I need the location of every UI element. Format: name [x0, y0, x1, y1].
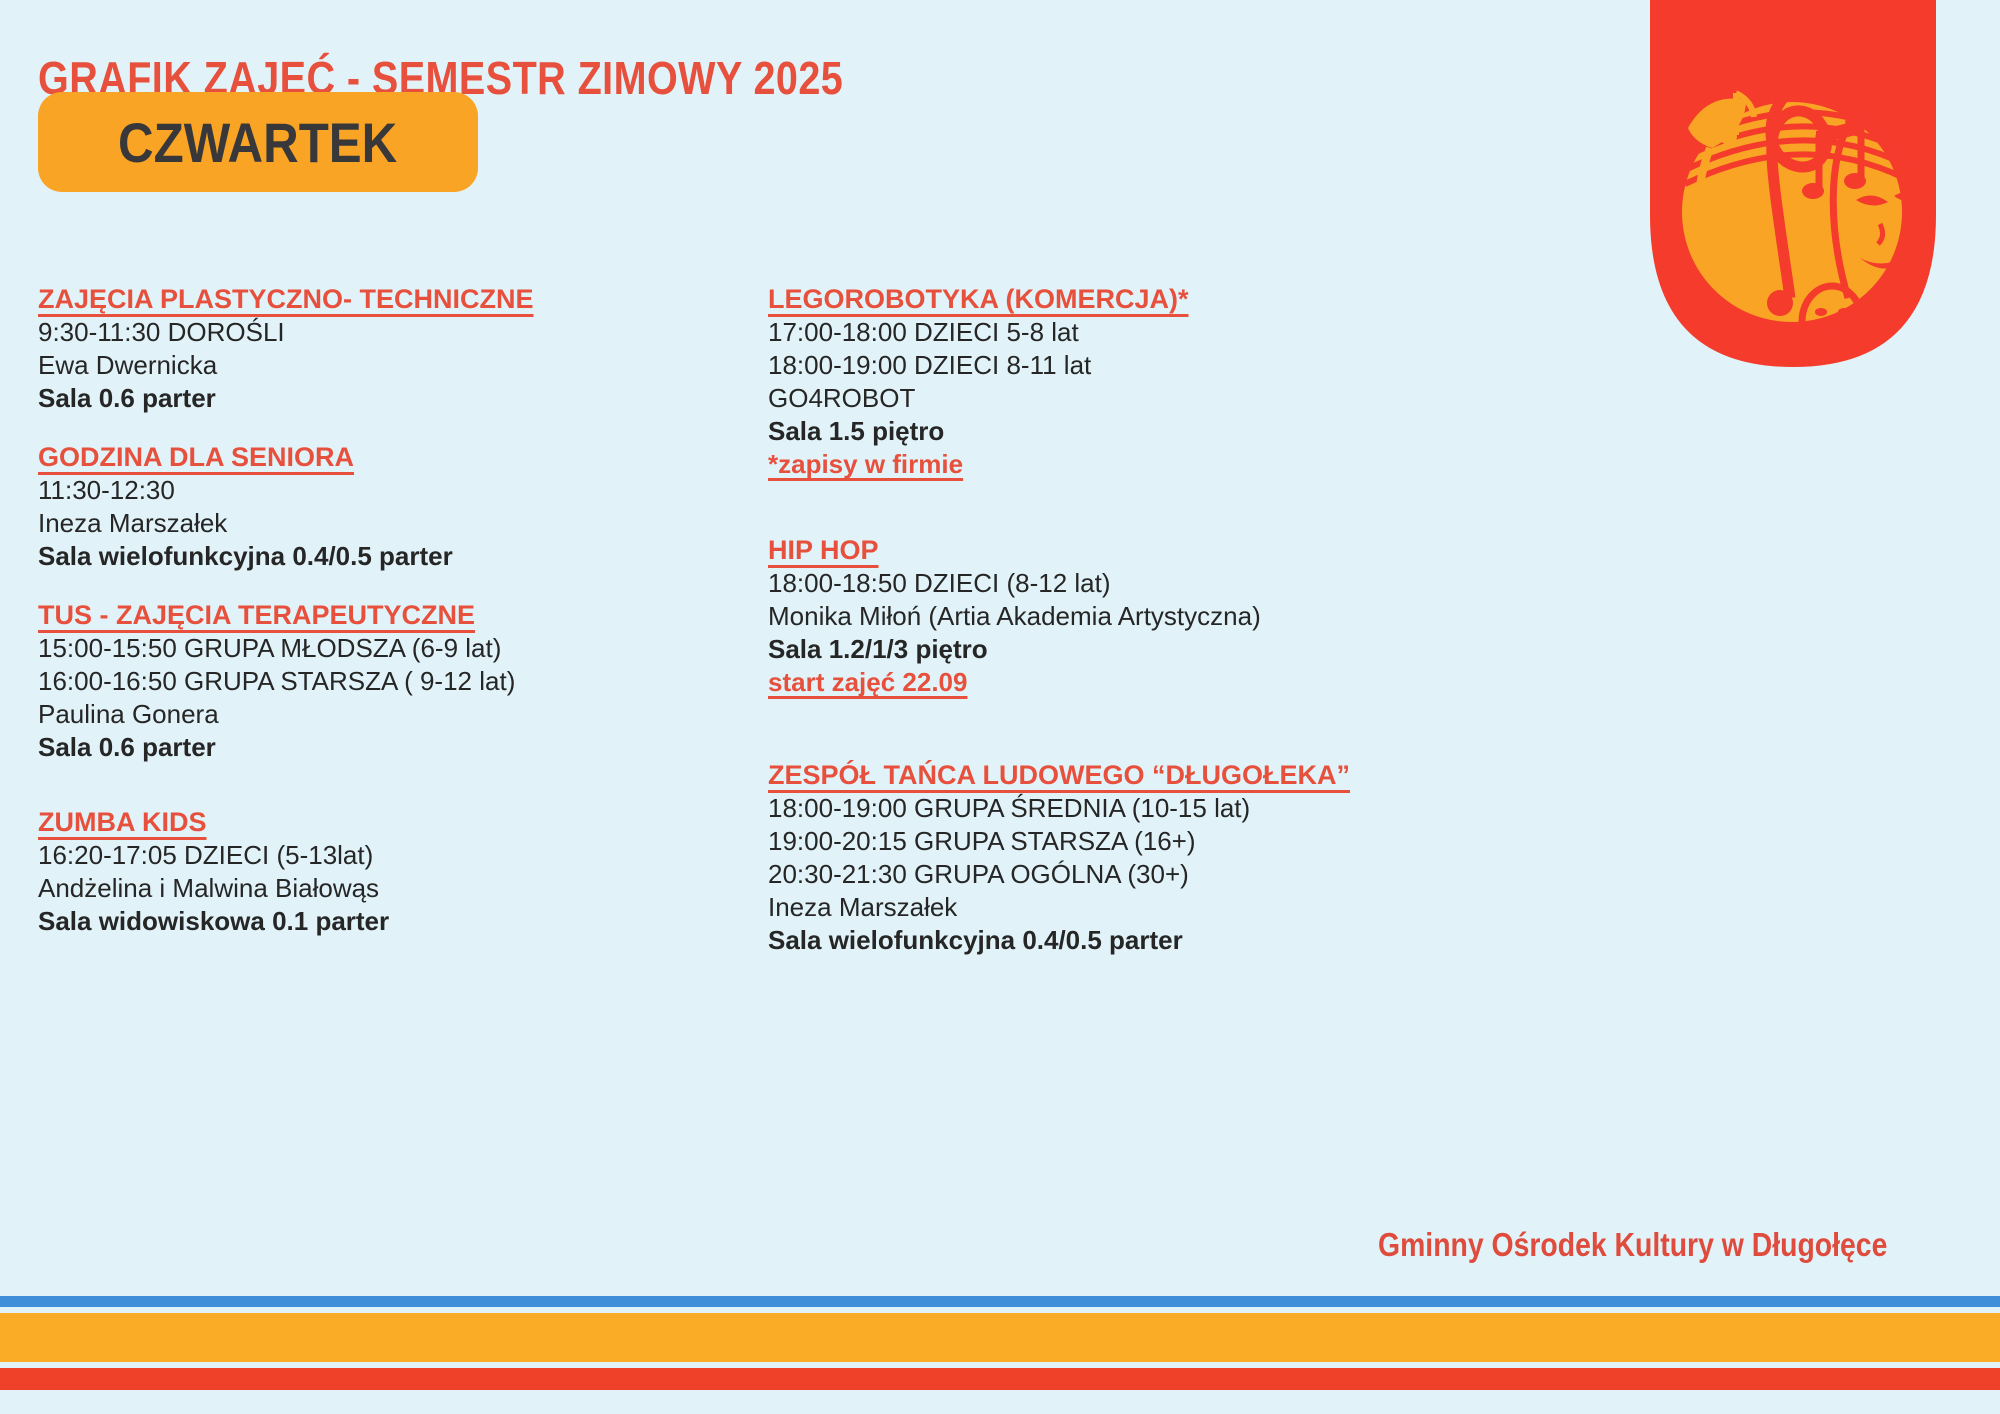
- section-zumba-kids: ZUMBA KIDS 16:20-17:05 DZIECI (5-13lat) …: [38, 806, 728, 938]
- section-heading: LEGOROBOTYKA (KOMERCJA)*: [768, 284, 1189, 314]
- schedule-line: Andżelina i Malwina Białowąs: [38, 873, 380, 903]
- schedule-line: Ineza Marszałek: [38, 508, 228, 538]
- theater-masks-icon: [1798, 117, 1922, 362]
- section-heading: TUS - ZAJĘCIA TERAPEUTYCZNE: [38, 600, 476, 630]
- gok-logo: [1650, 0, 1936, 367]
- schedule-line: Ewa Dwernicka: [38, 350, 218, 380]
- schedule-line: 18:00-18:50 DZIECI (8-12 lat): [768, 568, 1111, 598]
- section-heading: ZUMBA KIDS: [38, 807, 207, 837]
- paintbrush-icon: [1688, 98, 1746, 285]
- section-zespol-tanca-ludowego: ZESPÓŁ TAŃCA LUDOWEGO “DŁUGOŁEKA” 18:00-…: [768, 759, 1528, 957]
- decorative-stripe-red: [0, 1368, 2000, 1390]
- schedule-line: Sala wielofunkcyjna 0.4/0.5 parter: [768, 925, 1183, 955]
- schedule-column-right: LEGOROBOTYKA (KOMERCJA)* 17:00-18:00 DZI…: [768, 283, 1528, 957]
- section-heading: ZESPÓŁ TAŃCA LUDOWEGO “DŁUGOŁEKA”: [768, 760, 1350, 790]
- day-button-label: CZWARTEK: [118, 110, 398, 174]
- decorative-stripe-blue: [0, 1296, 2000, 1307]
- schedule-line: Sala 0.6 parter: [38, 383, 216, 413]
- section-hip-hop: HIP HOP 18:00-18:50 DZIECI (8-12 lat) Mo…: [768, 534, 1528, 699]
- decorative-stripe-orange: [0, 1313, 2000, 1362]
- day-button[interactable]: CZWARTEK: [38, 92, 478, 192]
- schedule-line: 17:00-18:00 DZIECI 5-8 lat: [768, 317, 1079, 347]
- schedule-line: Paulina Gonera: [38, 699, 219, 729]
- schedule-line: Ineza Marszałek: [768, 892, 958, 922]
- schedule-line: 16:00-16:50 GRUPA STARSZA ( 9-12 lat): [38, 666, 516, 696]
- schedule-line: Sala 0.6 parter: [38, 732, 216, 762]
- treble-clef-icon: [1765, 83, 1833, 316]
- section-heading: HIP HOP: [768, 535, 879, 565]
- schedule-line: Monika Miłoń (Artia Akademia Artystyczna…: [768, 601, 1261, 631]
- schedule-line: 11:30-12:30: [38, 475, 175, 505]
- schedule-line: 16:20-17:05 DZIECI (5-13lat): [38, 840, 374, 870]
- schedule-line: 18:00-19:00 GRUPA ŚREDNIA (10-15 lat): [768, 793, 1251, 823]
- schedule-line: Sala 1.5 piętro: [768, 416, 945, 446]
- schedule-line: GO4ROBOT: [768, 383, 916, 413]
- schedule-line: 9:30-11:30 DOROŚLI: [38, 317, 285, 347]
- schedule-line: Sala widowiskowa 0.1 parter: [38, 906, 390, 936]
- schedule-line: *zapisy w firmie: [768, 449, 964, 479]
- schedule-line: 15:00-15:50 GRUPA MŁODSZA (6-9 lat): [38, 633, 502, 663]
- footer-organization: Gminny Ośrodek Kultury w Długołęce: [1377, 1226, 1888, 1263]
- section-zajecia-plastyczno-techniczne: ZAJĘCIA PLASTYCZNO- TECHNICZNE 9:30-11:3…: [38, 283, 728, 415]
- schedule-line: Sala 1.2/1/3 piętro: [768, 634, 988, 664]
- section-heading: GODZINA DLA SENIORA: [38, 442, 354, 472]
- section-heading: ZAJĘCIA PLASTYCZNO- TECHNICZNE: [38, 284, 534, 314]
- schedule-column-left: ZAJĘCIA PLASTYCZNO- TECHNICZNE 9:30-11:3…: [38, 283, 728, 938]
- schedule-line: Sala wielofunkcyjna 0.4/0.5 parter: [38, 541, 453, 571]
- schedule-line: 20:30-21:30 GRUPA OGÓLNA (30+): [768, 859, 1189, 889]
- schedule-line: 19:00-20:15 GRUPA STARSZA (16+): [768, 826, 1196, 856]
- section-legorobotyka: LEGOROBOTYKA (KOMERCJA)* 17:00-18:00 DZI…: [768, 283, 1528, 481]
- schedule-line: start zajęć 22.09: [768, 667, 968, 697]
- section-tus-zajecia-terapeutyczne: TUS - ZAJĘCIA TERAPEUTYCZNE 15:00-15:50 …: [38, 599, 728, 764]
- schedule-line: 18:00-19:00 DZIECI 8-11 lat: [768, 350, 1092, 380]
- section-godzina-dla-seniora: GODZINA DLA SENIORA 11:30-12:30 Ineza Ma…: [38, 441, 728, 573]
